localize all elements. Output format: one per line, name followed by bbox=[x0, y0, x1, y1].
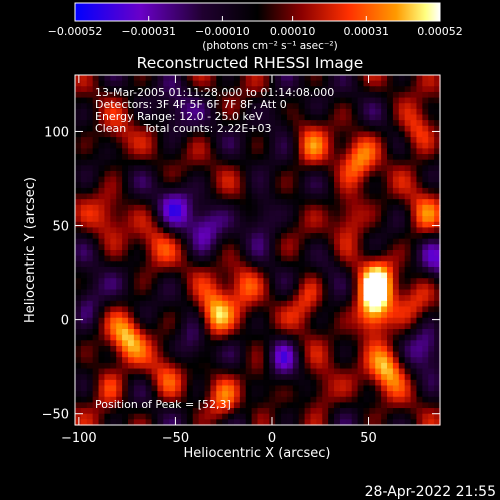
plot-frame bbox=[74, 74, 441, 426]
chart-title: Reconstructed RHESSI Image bbox=[137, 54, 364, 72]
footer-timestamp: 28-Apr-2022 21:55 bbox=[364, 484, 496, 500]
colorbar-tick-label: −0.00010 bbox=[195, 25, 250, 38]
colorbar bbox=[74, 2, 441, 22]
colorbar-tick-label: −0.00031 bbox=[121, 25, 176, 38]
y-axis-label: Heliocentric Y (arcsec) bbox=[23, 177, 38, 323]
colorbar-ticks: −0.00052 −0.00031 −0.00010 0.00010 0.00031 0.… bbox=[48, 16, 463, 38]
colorbar-tick-label: 0.00010 bbox=[270, 25, 316, 38]
y-tick-label: 100 bbox=[44, 125, 69, 140]
peak-position-label: Position of Peak = [52,3] bbox=[95, 398, 231, 411]
colorbar-tick-label: 0.00052 bbox=[417, 25, 463, 38]
axes: −100 −50 0 50 −50 0 50 100 bbox=[42, 75, 440, 446]
annotation-clean: Clean Total counts: 2.22E+03 bbox=[95, 122, 272, 135]
y-tick-label: 0 bbox=[61, 314, 69, 329]
heatmap-image bbox=[75, 75, 441, 426]
x-tick-label: −100 bbox=[61, 431, 97, 446]
x-tick-label: 0 bbox=[268, 431, 276, 446]
y-tick-label: 50 bbox=[52, 220, 69, 235]
annotation-energy: Energy Range: 12.0 - 25.0 keV bbox=[95, 110, 263, 123]
colorbar-tick-label: 0.00031 bbox=[344, 25, 390, 38]
x-tick-label: −50 bbox=[162, 431, 189, 446]
annotation-detectors: Detectors: 3F 4F 5F 6F 7F 8F, Att 0 bbox=[95, 98, 287, 111]
colorbar-unit-label: (photons cm⁻² s⁻¹ asec⁻²) bbox=[202, 40, 337, 52]
x-axis-label: Heliocentric X (arcsec) bbox=[184, 446, 331, 461]
x-tick-label: 50 bbox=[360, 431, 377, 446]
colorbar-tick-label: −0.00052 bbox=[48, 25, 103, 38]
annotation-time: 13-Mar-2005 01:11:28.000 to 01:14:08.000 bbox=[95, 86, 334, 99]
y-tick-label: −50 bbox=[42, 408, 69, 423]
